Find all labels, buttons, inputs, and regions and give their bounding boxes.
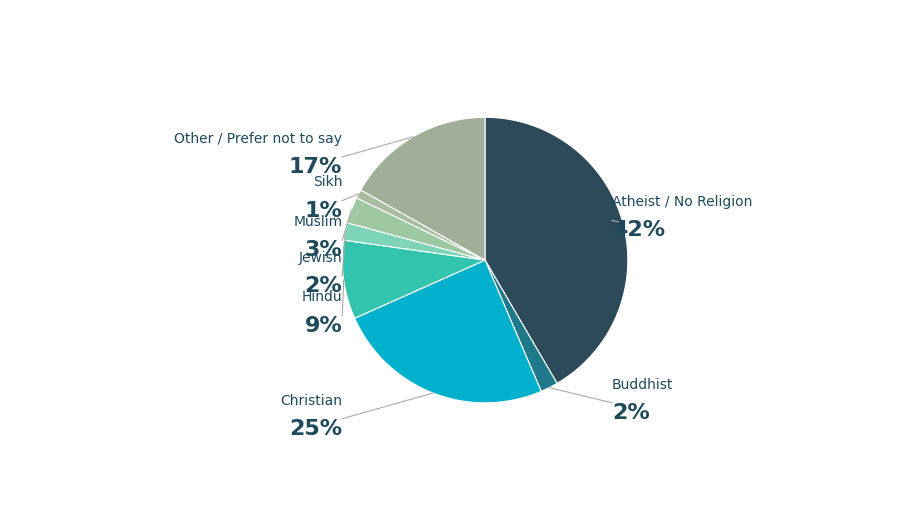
- Polygon shape: [344, 223, 485, 260]
- Polygon shape: [356, 190, 485, 260]
- Text: 9%: 9%: [304, 316, 342, 336]
- Text: 3%: 3%: [304, 240, 342, 260]
- Text: Other / Prefer not to say: Other / Prefer not to say: [175, 132, 342, 146]
- Text: Atheist / No Religion: Atheist / No Religion: [612, 195, 752, 209]
- Polygon shape: [361, 117, 485, 260]
- Polygon shape: [342, 240, 485, 318]
- Polygon shape: [485, 260, 557, 391]
- Polygon shape: [355, 260, 541, 403]
- Text: Christian: Christian: [280, 393, 342, 407]
- Text: 17%: 17%: [289, 157, 342, 177]
- Text: Buddhist: Buddhist: [612, 377, 673, 392]
- Text: Sikh: Sikh: [313, 176, 342, 190]
- Text: 2%: 2%: [304, 276, 342, 296]
- Text: Muslim: Muslim: [293, 215, 342, 229]
- Polygon shape: [485, 117, 628, 383]
- Text: Jewish: Jewish: [299, 251, 342, 265]
- Text: 1%: 1%: [304, 201, 342, 220]
- Text: Hindu: Hindu: [302, 290, 342, 304]
- Text: 25%: 25%: [289, 419, 342, 439]
- Text: 2%: 2%: [612, 403, 650, 423]
- Text: 42%: 42%: [612, 220, 665, 241]
- Polygon shape: [347, 198, 485, 260]
